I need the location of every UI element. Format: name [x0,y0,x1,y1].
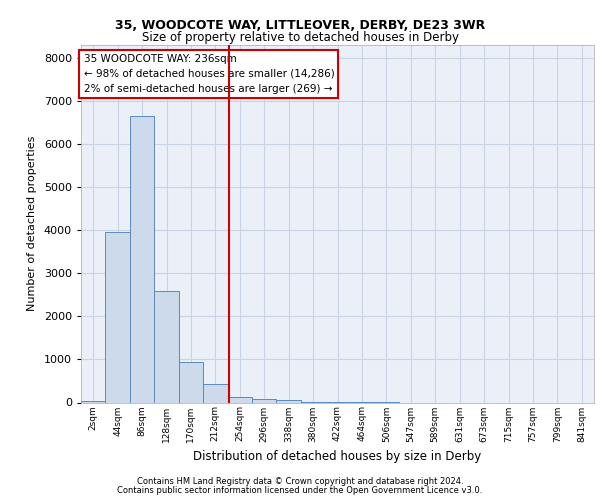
Text: Contains HM Land Registry data © Crown copyright and database right 2024.: Contains HM Land Registry data © Crown c… [137,477,463,486]
Bar [252,399,277,402]
Text: 35 WOODCOTE WAY: 236sqm
← 98% of detached houses are smaller (14,286)
2% of semi: 35 WOODCOTE WAY: 236sqm ← 98% of detache… [83,54,334,94]
Bar [154,290,179,403]
Bar [227,398,252,402]
Bar [179,362,203,403]
X-axis label: Distribution of detached houses by size in Derby: Distribution of detached houses by size … [193,450,482,463]
Text: Contains public sector information licensed under the Open Government Licence v3: Contains public sector information licen… [118,486,482,495]
Bar [106,232,130,402]
Text: 35, WOODCOTE WAY, LITTLEOVER, DERBY, DE23 3WR: 35, WOODCOTE WAY, LITTLEOVER, DERBY, DE2… [115,19,485,32]
Y-axis label: Number of detached properties: Number of detached properties [27,136,37,312]
Bar [203,384,227,402]
Bar [277,400,301,402]
Text: Size of property relative to detached houses in Derby: Size of property relative to detached ho… [142,31,458,44]
Bar [130,116,154,403]
